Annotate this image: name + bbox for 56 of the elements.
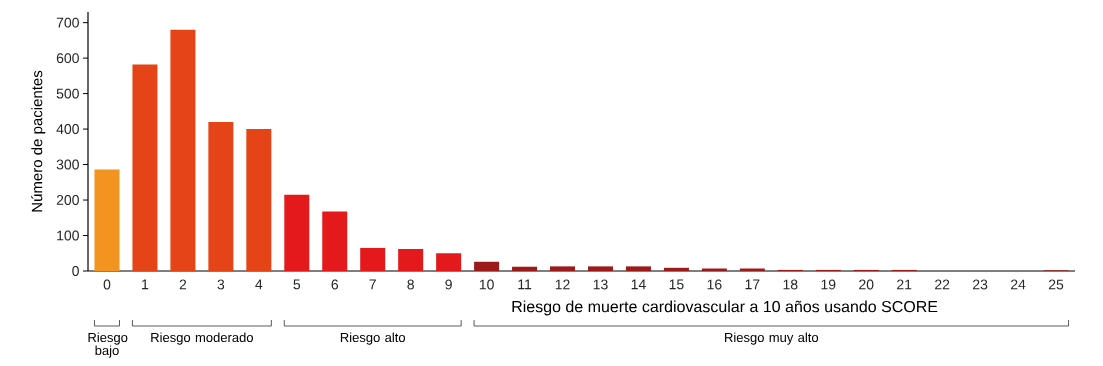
x-tick-label: 8: [407, 279, 414, 290]
bar: [94, 169, 120, 271]
bar: [208, 121, 234, 271]
bar: [284, 194, 310, 271]
x-tick-label: 2: [179, 279, 187, 290]
x-tick-label: 5: [293, 279, 301, 290]
text: Riesgo muy alto: [725, 332, 819, 345]
x-tick-label: 15: [669, 279, 684, 290]
x-tick-label: 9: [445, 279, 452, 290]
x-tick-label: 24: [1010, 279, 1026, 290]
bar: [550, 266, 576, 271]
x-tick-label: 20: [859, 279, 874, 290]
y-tick-label: 200: [56, 195, 79, 205]
x-tick-label: 23: [973, 279, 988, 290]
x-tick-label: 25: [1048, 279, 1064, 290]
x-tick-label: 0: [103, 279, 111, 290]
text: Riesgo bajo: [88, 332, 128, 358]
text: Riesgo alto: [340, 332, 406, 345]
x-tick-label: 3: [217, 279, 225, 290]
x-tick-label: 13: [593, 279, 608, 290]
bar: [474, 261, 500, 271]
x-tick-label: 1: [142, 279, 149, 290]
y-tick-label: 400: [56, 124, 79, 135]
bar: [625, 266, 651, 271]
x-tick-label: 10: [479, 279, 494, 290]
x-tick-label: 22: [935, 279, 950, 290]
bar: [246, 129, 272, 271]
bar: [398, 249, 424, 271]
bar: [132, 64, 158, 271]
bar: [663, 267, 689, 271]
x-tick-label: 18: [783, 279, 798, 290]
y-tick-label: 0: [72, 266, 79, 276]
bar: [512, 266, 538, 271]
x-tick-label: 11: [518, 279, 532, 290]
x-axis-title: Riesgo de muerte cardiovascular a 10 años usando SCORE: [512, 300, 938, 316]
x-tick-label: 19: [821, 279, 836, 290]
x-tick-label: 16: [707, 279, 722, 290]
x-tick-label: 4: [255, 279, 263, 290]
y-axis-title: Número de pacientes: [31, 70, 46, 212]
y-tick-label: 600: [56, 53, 79, 64]
bar: [436, 253, 462, 271]
y-tick-label: 700: [56, 17, 79, 28]
x-tick-label: 7: [369, 279, 376, 290]
text: Riesgo moderado: [151, 332, 253, 345]
y-tick-label: 300: [56, 159, 79, 170]
bar: [587, 266, 613, 271]
bar: [360, 247, 386, 271]
y-tick-label: 100: [57, 230, 79, 241]
x-tick-label: 21: [897, 279, 912, 290]
x-tick-label: 17: [745, 279, 760, 290]
y-tick-label: 500: [56, 88, 79, 99]
x-tick-label: 12: [555, 279, 570, 290]
x-tick-label: 6: [331, 279, 339, 290]
bar: [170, 29, 196, 271]
bar: [322, 211, 348, 271]
x-tick-label: 14: [631, 279, 646, 290]
